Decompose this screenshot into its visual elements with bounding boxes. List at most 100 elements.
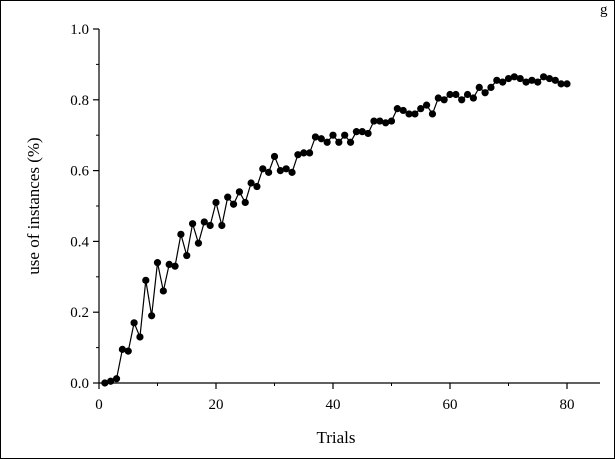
data-point	[282, 165, 290, 173]
data-point	[545, 74, 554, 83]
data-point	[364, 129, 372, 138]
data-point	[510, 73, 518, 81]
data-point	[469, 94, 477, 102]
data-point	[142, 276, 150, 284]
data-point	[370, 117, 378, 125]
data-point	[481, 89, 489, 97]
data-point	[382, 119, 390, 127]
data-point	[557, 80, 565, 88]
y-axis-ticks: 0.0 0.2 0.4 0.6 0.8 1.0	[70, 22, 99, 392]
x-tick-label: 40	[326, 397, 341, 413]
data-point	[294, 151, 302, 159]
data-point	[463, 90, 472, 99]
data-point	[504, 74, 513, 83]
data-point	[224, 193, 232, 201]
data-point	[499, 78, 507, 86]
data-point	[493, 76, 501, 84]
data-point	[259, 165, 267, 173]
data-point	[265, 168, 273, 176]
data-point	[177, 230, 185, 238]
data-point	[206, 221, 214, 230]
data-point	[522, 78, 530, 86]
y-axis-label: use of instances (%)	[24, 137, 43, 274]
data-point	[423, 101, 431, 109]
data-point	[540, 73, 548, 81]
data-point	[323, 138, 331, 146]
data-point	[487, 83, 495, 92]
data-point	[189, 220, 197, 228]
y-tick-label: 0.0	[70, 376, 89, 392]
data-point	[130, 319, 138, 327]
data-point	[288, 168, 296, 176]
data-point	[551, 76, 559, 84]
data-point	[171, 262, 179, 270]
data-point	[148, 312, 156, 320]
y-tick-label: 0.4	[70, 234, 89, 250]
data-point	[376, 117, 384, 125]
data-point	[393, 105, 401, 113]
series-layer	[101, 73, 571, 387]
data-point	[270, 152, 279, 161]
data-point	[329, 131, 337, 139]
data-point	[118, 345, 126, 353]
data-point	[317, 135, 325, 143]
data-point	[306, 149, 314, 157]
data-point	[229, 200, 238, 208]
data-point	[358, 128, 366, 136]
data-point	[446, 90, 454, 99]
data-point	[276, 167, 284, 175]
data-point	[335, 138, 343, 146]
data-point	[136, 333, 144, 341]
data-point	[563, 80, 571, 88]
x-axis-label: Trials	[316, 428, 355, 447]
data-point	[341, 131, 349, 139]
data-point	[346, 138, 355, 146]
data-point	[107, 377, 115, 385]
data-point	[212, 198, 220, 207]
y-tick-label: 0.6	[70, 164, 89, 180]
plot-area: 0.0 0.2 0.4 0.6 0.8 1.0 0 20 40 60 80	[70, 22, 600, 413]
data-point	[528, 76, 536, 84]
data-point	[153, 259, 162, 267]
data-point	[534, 78, 542, 86]
data-point	[352, 128, 360, 136]
data-point	[218, 221, 226, 230]
x-tick-label: 20	[209, 397, 224, 413]
data-point	[159, 287, 167, 295]
data-point	[101, 379, 109, 387]
data-point	[387, 117, 396, 125]
data-point	[194, 239, 203, 247]
y-tick-label: 0.8	[70, 93, 89, 109]
x-axis-ticks: 0 20 40 60 80	[95, 383, 575, 413]
data-point	[200, 218, 208, 226]
data-point	[235, 188, 243, 196]
data-point	[183, 251, 191, 260]
data-point	[311, 133, 320, 141]
data-point	[434, 94, 442, 102]
data-point	[405, 110, 413, 118]
data-point	[399, 106, 407, 115]
data-point	[458, 96, 466, 104]
data-point	[253, 182, 261, 191]
data-point	[247, 179, 255, 187]
x-tick-label: 80	[560, 397, 575, 413]
data-point	[475, 83, 483, 92]
data-point	[452, 90, 460, 99]
data-point	[165, 260, 173, 269]
x-tick-label: 0	[95, 397, 103, 413]
x-tick-label: 60	[443, 397, 458, 413]
data-point	[428, 110, 437, 118]
y-tick-label: 1.0	[70, 22, 89, 38]
data-point	[124, 347, 132, 355]
data-point	[241, 198, 249, 207]
data-point	[411, 110, 419, 118]
data-point	[112, 375, 121, 383]
data-point	[516, 74, 524, 83]
data-point	[440, 96, 448, 104]
data-point	[300, 149, 308, 157]
y-tick-label: 0.2	[70, 305, 89, 321]
caption-fragment: g	[600, 2, 608, 18]
data-point	[417, 105, 425, 113]
